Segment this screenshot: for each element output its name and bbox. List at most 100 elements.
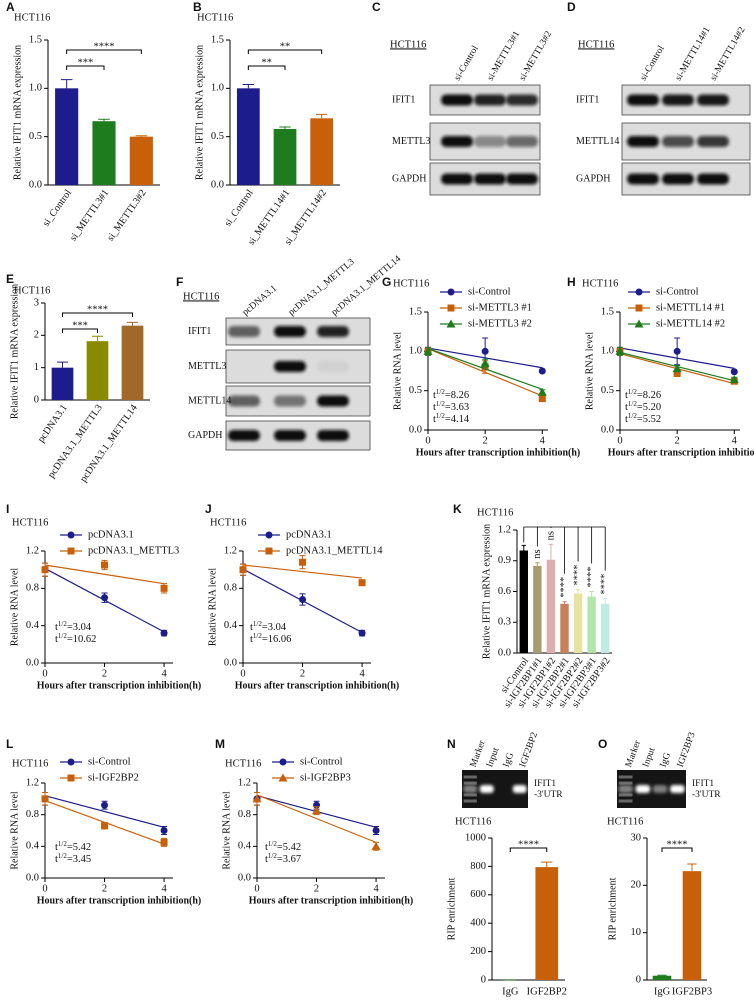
x-tick-label: 0 [42, 668, 47, 679]
legend-label: si-Control [656, 286, 699, 297]
significance-label: **** [600, 574, 611, 595]
point [252, 794, 262, 803]
y-tick-label: 600 [470, 889, 486, 900]
gel-ladder-band [463, 793, 477, 797]
y-axis-label: RIP enrichment [446, 877, 457, 940]
panel-letter: C [372, 0, 381, 14]
y-tick-label: 3 [34, 297, 39, 308]
y-tick-label: 0.4 [224, 620, 238, 631]
legend-label: si-Control [88, 756, 131, 767]
point [358, 579, 366, 587]
legend-marker [635, 288, 643, 296]
cell-line-label: HCT116 [578, 39, 614, 50]
y-tick-label: 0.0 [26, 657, 39, 668]
half-life-symbol: t [625, 402, 628, 413]
x-tick-label: 2 [314, 883, 319, 894]
bar [573, 593, 583, 653]
protein-label: GAPDH [392, 173, 426, 184]
legend-label: si-Control [468, 286, 511, 297]
half-life-value: =3.63 [445, 402, 469, 413]
blot-band [274, 361, 306, 372]
y-tick-label: 1.5 [29, 34, 42, 45]
gel-band [652, 785, 668, 793]
gel-band-label: IFIT1 [534, 779, 556, 789]
half-life-label: t1/2=5.20 [625, 400, 661, 414]
x-tick-label: 4 [732, 435, 738, 446]
gel-ladder-band [463, 799, 477, 803]
error-bar [60, 79, 73, 89]
bar [310, 118, 334, 185]
half-life-symbol: t [433, 414, 436, 425]
error-bar [98, 118, 110, 122]
blot-band [441, 136, 473, 147]
bar [546, 559, 556, 653]
error-bar [589, 591, 594, 597]
legend-marker [634, 319, 644, 328]
y-tick-label: 0.0 [409, 424, 422, 435]
blot-band [627, 136, 659, 147]
legend-marker [67, 758, 75, 766]
error-bar [127, 321, 138, 326]
blot-band [274, 395, 306, 407]
half-life-superscript: 1/2 [253, 632, 262, 640]
y-tick-label: 1.5 [211, 34, 224, 45]
y-tick-label: 1.2 [26, 545, 39, 556]
y-axis-label: RIP enrichment [607, 877, 618, 940]
protein-label: IFIT1 [392, 94, 415, 105]
legend-marker [67, 547, 75, 555]
point [101, 801, 109, 809]
half-life-superscript: 1/2 [628, 400, 637, 408]
chart-title: HCT116 [455, 816, 491, 827]
y-tick-label: 1 [34, 362, 39, 373]
bar [519, 550, 528, 653]
half-life-label: t1/2=10.62 [55, 632, 96, 646]
y-axis-label: Relative RNA level [221, 791, 232, 870]
blot-band [228, 395, 260, 407]
significance-bracket [661, 847, 693, 852]
blot-band [627, 94, 659, 106]
gel-ladder-band [463, 781, 477, 785]
gel-band [618, 785, 633, 793]
protein-label: GAPDH [188, 430, 222, 441]
gel-ladder-band [463, 775, 477, 779]
y-tick-label: 0.4 [238, 841, 252, 852]
gel-ladder-band [618, 799, 633, 803]
x-axis-label: Hours after transcription inhibition(h) [37, 680, 202, 691]
legend-label: pcDNA3.1 [286, 529, 332, 540]
y-tick-label: 0.0 [601, 424, 614, 435]
chart-title: HCT116 [12, 517, 48, 528]
significance-label: ns [545, 531, 556, 540]
chart-title: HCT116 [210, 517, 246, 528]
legend-marker [446, 319, 456, 328]
point [538, 367, 546, 375]
y-tick-label: 1.0 [409, 346, 422, 357]
protein-label: METTL14 [576, 136, 619, 147]
half-life-symbol: t [250, 622, 253, 633]
blot-band [441, 94, 473, 106]
gel-band-label: -3'UTR [692, 790, 721, 800]
significance-bracket [247, 49, 323, 54]
x-axis-label: Hours after transcription inhibition(h) [37, 895, 202, 906]
bar [121, 325, 144, 400]
legend-label: si-IGF2BP3 [300, 772, 351, 783]
blot-band [228, 326, 260, 337]
x-tick-label: 2 [300, 668, 305, 679]
point [299, 596, 307, 604]
legend-label: si-IGF2BP2 [88, 772, 139, 783]
half-life-value: =3.04 [262, 622, 287, 633]
y-tick-label: 0.6 [498, 586, 511, 597]
legend-label: pcDNA3.1 [88, 529, 134, 540]
blot-band [441, 173, 473, 185]
half-life-superscript: 1/2 [58, 840, 67, 848]
gel-band [635, 785, 651, 793]
blot-band [317, 430, 349, 441]
y-tick-label: 0.0 [498, 647, 511, 658]
x-tick-label: IGF2BP3 [672, 986, 712, 997]
half-life-superscript: 1/2 [58, 852, 67, 860]
fit-line [242, 564, 363, 579]
blot-band [228, 430, 260, 441]
half-life-label: t1/2=3.04 [55, 620, 92, 634]
significance-label: **** [572, 564, 583, 585]
error-bar [562, 601, 567, 604]
error-bar [92, 335, 103, 342]
